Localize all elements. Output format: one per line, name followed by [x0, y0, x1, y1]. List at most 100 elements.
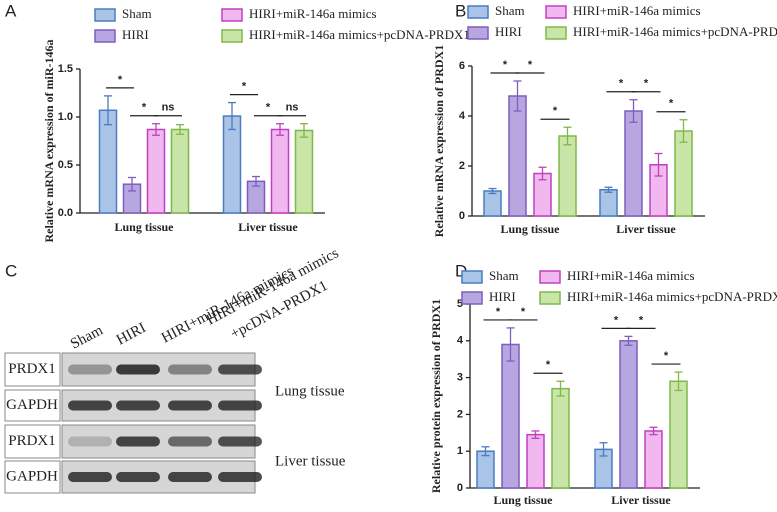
error-bar — [276, 123, 284, 136]
error-bar — [300, 123, 308, 138]
blot-band — [68, 472, 112, 482]
legend-label: HIRI+miR-146a mimics — [573, 3, 701, 18]
blot-band — [218, 472, 262, 482]
legend-label: HIRI+miR-146a mimics+pcDNA-PRDX1 — [567, 289, 777, 304]
blot-label-box — [4, 460, 61, 494]
significance-label: * — [644, 78, 649, 90]
legend-swatch — [221, 8, 243, 22]
lane-label: HIRI — [114, 320, 149, 349]
error-bar — [679, 119, 688, 143]
y-tick-label: 0 — [457, 482, 463, 494]
y-tick-label: 2 — [459, 160, 465, 172]
bar — [619, 340, 638, 489]
y-tick-label: 0.0 — [58, 207, 73, 219]
blot-row-label: PRDX1 — [8, 433, 56, 449]
blot-band — [218, 436, 262, 447]
bar — [146, 128, 166, 214]
y-tick-label: 3 — [457, 372, 463, 384]
legend-swatch — [545, 5, 567, 19]
significance-label: * — [266, 102, 271, 114]
error-bar — [152, 123, 160, 136]
significance-label: * — [664, 350, 669, 362]
legend-swatch — [467, 26, 489, 40]
y-axis-label: Relative protein expression of PRDX1 — [429, 299, 443, 493]
error-bar — [128, 176, 136, 192]
blot-band — [168, 436, 212, 447]
error-bar — [104, 95, 112, 126]
significance-label: * — [614, 314, 619, 326]
significance-label: * — [639, 314, 644, 326]
legend-swatch — [467, 5, 489, 19]
error-bar — [176, 124, 184, 135]
error-bar — [488, 187, 497, 195]
y-tick-label: 6 — [459, 60, 465, 72]
x-tick-label: Lung tissue — [500, 222, 560, 236]
blot-band — [116, 472, 160, 482]
blot-label-box — [4, 352, 61, 387]
error-bar — [556, 380, 565, 397]
significance-label: ns — [162, 102, 175, 114]
y-tick-label: 1.5 — [58, 63, 73, 75]
legend-label: HIRI — [495, 24, 522, 39]
blot-band — [116, 436, 160, 447]
legend-label: Sham — [489, 268, 519, 283]
blot-band — [68, 400, 112, 411]
blot-tissue-label: Lung tissue — [275, 383, 345, 399]
blot-row-label: GAPDH — [6, 468, 58, 484]
error-bar — [563, 126, 572, 146]
x-tick-label: Liver tissue — [238, 220, 298, 234]
legend-swatch — [461, 270, 483, 284]
blot-band — [68, 436, 112, 447]
y-tick-label: 0 — [459, 210, 465, 222]
bar — [508, 95, 527, 217]
lane-label: Sham — [68, 322, 106, 352]
bar — [526, 433, 545, 489]
blot-tissue-label: Liver tissue — [275, 453, 346, 469]
legend-label: Sham — [122, 6, 152, 21]
blot-band — [68, 364, 112, 375]
y-tick-label: 2 — [457, 408, 463, 420]
legend-label: HIRI+miR-146a mimics+pcDNA-PRDX1 — [573, 24, 777, 39]
significance-label: * — [503, 59, 508, 71]
blot-band — [218, 364, 262, 375]
y-tick-label: 5 — [457, 298, 463, 310]
blot-band — [116, 400, 160, 411]
bar — [270, 128, 290, 214]
legend-swatch — [539, 291, 561, 305]
blot-band — [116, 364, 160, 375]
error-bar — [538, 166, 547, 181]
y-tick-label: 1 — [457, 445, 463, 457]
bar — [222, 115, 242, 214]
x-tick-label: Lung tissue — [493, 493, 553, 507]
significance-label: * — [142, 102, 147, 114]
error-bar — [629, 99, 638, 123]
error-bar — [252, 175, 260, 187]
legend-swatch — [461, 291, 483, 305]
bar — [558, 135, 577, 217]
bar — [644, 430, 663, 489]
legend-label: HIRI+miR-146a mimics — [567, 268, 695, 283]
x-tick-label: Liver tissue — [616, 222, 676, 236]
error-bar — [624, 335, 633, 346]
significance-label: * — [118, 74, 123, 86]
error-bar — [228, 101, 236, 131]
panel-label: C — [5, 261, 17, 280]
significance-label: * — [242, 81, 247, 93]
y-axis-label: Relative mRNA expression of PRDX1 — [432, 45, 446, 237]
significance-label: * — [521, 306, 526, 318]
error-bar — [481, 446, 490, 457]
legend-swatch — [545, 26, 567, 40]
blot-band — [218, 400, 262, 411]
significance-label: * — [619, 78, 624, 90]
blot-band — [168, 364, 212, 375]
panel-label: A — [5, 1, 17, 20]
legend-swatch — [94, 8, 116, 22]
error-bar — [674, 371, 683, 392]
legend-swatch — [539, 270, 561, 284]
error-bar — [599, 442, 608, 457]
legend-label: HIRI+miR-146a mimics — [249, 6, 377, 21]
legend-label: HIRI — [489, 289, 516, 304]
legend-swatch — [221, 29, 243, 43]
bar — [170, 128, 190, 214]
